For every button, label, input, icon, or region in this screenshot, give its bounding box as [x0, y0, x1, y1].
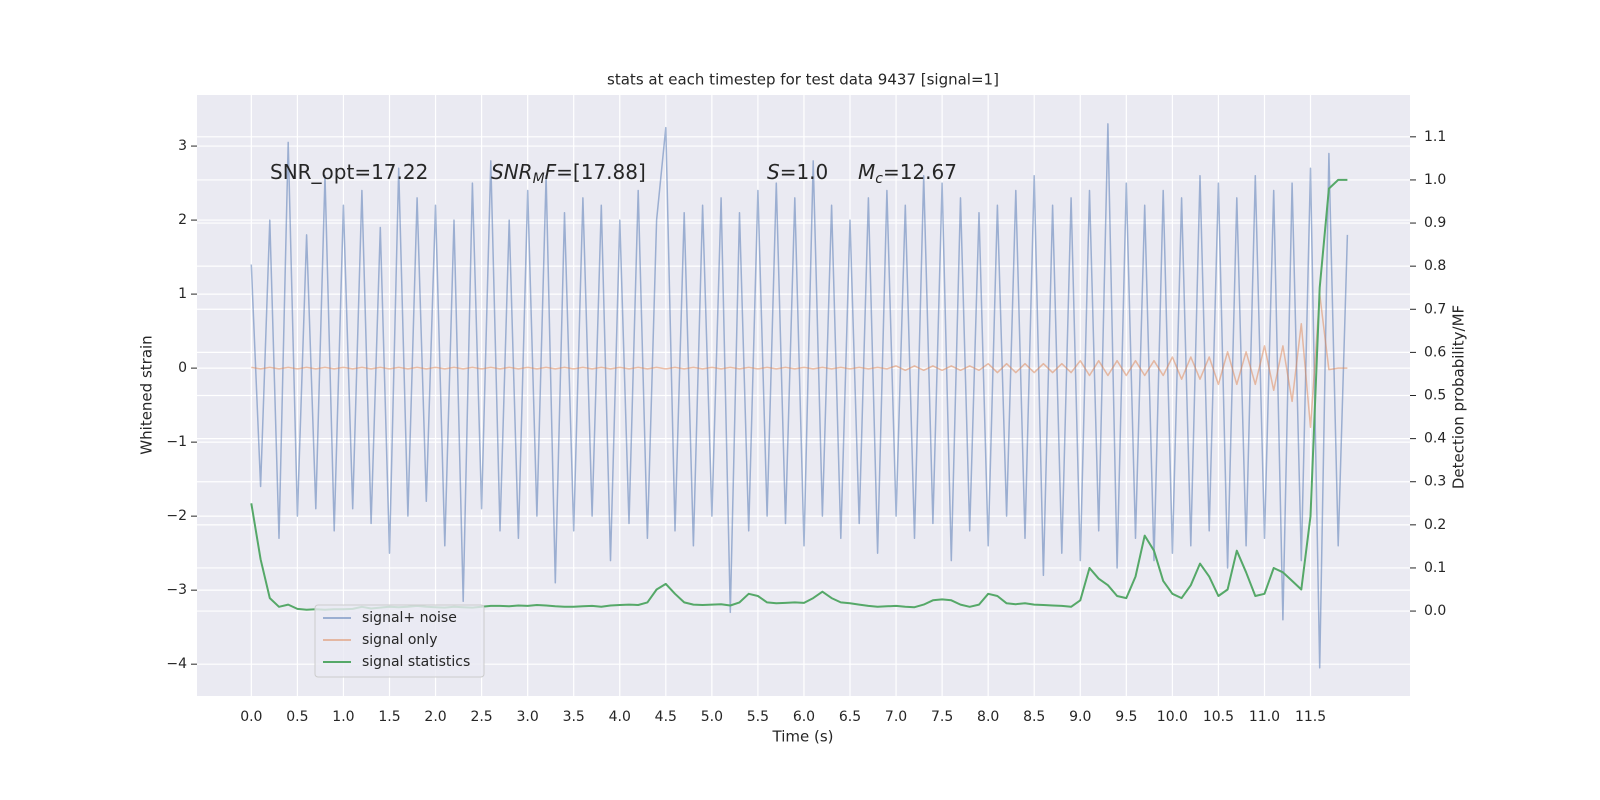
x-tick-label: 9.5 — [1115, 709, 1137, 725]
x-tick-label: 3.5 — [563, 709, 585, 725]
y2-tick-label: 0.2 — [1424, 517, 1446, 533]
x-tick-label: 4.0 — [609, 709, 631, 725]
annotation-part: c — [875, 171, 883, 187]
x-tick-label: 9.0 — [1069, 709, 1091, 725]
y2-tick-label: 1.1 — [1424, 129, 1446, 145]
y2-tick-label: 0.9 — [1424, 215, 1446, 231]
x-tick-label: 7.5 — [931, 709, 953, 725]
labels: 0.0 0.5 1.0 1.5 2.0 2.5 3.0 3.5 4.0 4.5 5.0 5.5 6.0 6… — [166, 129, 1446, 725]
y2-tick-label: 0.0 — [1424, 603, 1446, 619]
y-tick-label: 3 — [178, 138, 187, 154]
y2-tick-label: 0.7 — [1424, 301, 1446, 317]
y-tick-label: −4 — [166, 656, 187, 672]
y-tick-label: 1 — [178, 286, 187, 302]
y-axis-label: Whitened strain — [138, 335, 156, 454]
annotation: SNRMF=[17.88] — [491, 160, 646, 188]
y2-tick-label: 0.6 — [1424, 344, 1446, 360]
annotation: SNR_opt=17.22 — [270, 160, 428, 184]
annotation-part: SNR — [491, 160, 533, 184]
x-tick-label: 2.5 — [470, 709, 492, 725]
x-tick-label: 2.0 — [424, 709, 446, 725]
y-tick-label: 0 — [178, 360, 187, 376]
x-tick-label: 8.5 — [1023, 709, 1045, 725]
annotation-part: =[17.88] — [556, 160, 646, 184]
x-tick-label: 5.5 — [747, 709, 769, 725]
y2-tick-label: 1.0 — [1424, 172, 1446, 188]
x-tick-label: 6.5 — [839, 709, 861, 725]
y-tick-label: 2 — [178, 212, 187, 228]
x-tick-label: 0.0 — [240, 709, 262, 725]
legend-label: signal+ noise — [362, 610, 457, 626]
annotation-part: M — [533, 171, 545, 187]
legend-label: signal only — [362, 632, 437, 648]
annotation: Mc=12.67 — [858, 160, 957, 188]
x-tick-label: 0.5 — [286, 709, 308, 725]
annotation: S=1.0 — [767, 160, 828, 184]
y2-tick-label: 0.4 — [1424, 431, 1446, 447]
series-line — [250, 123, 1349, 669]
x-tick-label: 4.5 — [655, 709, 677, 725]
chart-title: stats at each timestep for test data 943… — [607, 71, 999, 89]
x-tick-label: 10.0 — [1157, 709, 1188, 725]
x-tick-label: 11.5 — [1295, 709, 1326, 725]
annotation-part: S — [767, 160, 780, 184]
x-tick-label: 3.0 — [517, 709, 539, 725]
x-tick-label: 5.0 — [701, 709, 723, 725]
x-tick-label: 7.0 — [885, 709, 907, 725]
y-tick-label: −2 — [166, 508, 187, 524]
annotation-part: SNR_opt=17.22 — [270, 160, 428, 184]
annotation-part: =1.0 — [780, 160, 829, 184]
series-line — [251, 293, 1348, 429]
annotation-part: =12.67 — [883, 160, 957, 184]
x-tick-label: 10.5 — [1203, 709, 1234, 725]
y-tick-label: −3 — [166, 582, 187, 598]
y2-tick-label: 0.5 — [1424, 388, 1446, 404]
x-tick-label: 11.0 — [1249, 709, 1280, 725]
legend-box — [314, 604, 485, 678]
y-tick-label: −1 — [166, 434, 187, 450]
y2-tick-label: 0.1 — [1424, 560, 1446, 576]
x-tick-label: 1.5 — [378, 709, 400, 725]
legend-label: signal statistics — [362, 654, 470, 670]
x-tick-label: 6.0 — [793, 709, 815, 725]
annotation-part: M — [858, 160, 875, 184]
x-tick-label: 8.0 — [977, 709, 999, 725]
y2-tick-label: 0.3 — [1424, 474, 1446, 490]
annotation-part: F — [545, 160, 557, 184]
legend: signal+ noise signal only signal statistic… — [314, 604, 485, 678]
y2-axis-label: Detection probability/MF — [1450, 305, 1468, 489]
y2-tick-label: 0.8 — [1424, 258, 1446, 274]
x-tick-label: 1.0 — [332, 709, 354, 725]
x-axis-label: Time (s) — [772, 728, 834, 746]
